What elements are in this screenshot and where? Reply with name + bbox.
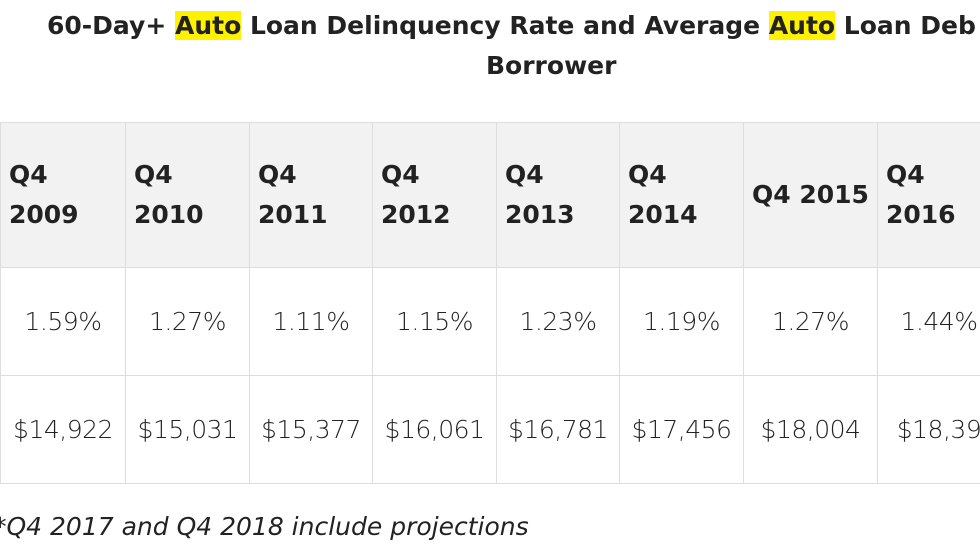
- table-cell: 1.59%: [0, 267, 126, 376]
- header-cell: Q4 2013: [496, 122, 620, 268]
- table-cell: 1.23%: [496, 267, 620, 376]
- table-row: $14,922 $15,031 $15,377 $16,061 $16,781 $17,4…: [0, 375, 980, 484]
- title-text: 60-Day+: [47, 11, 175, 40]
- table-cell: $15,377: [249, 375, 373, 484]
- table-cell: 1.11%: [249, 267, 373, 376]
- title-text: Loan Delinquency Rate and Average: [241, 11, 769, 40]
- table-cell: $15,031: [125, 375, 250, 484]
- footnote: *Q4 2017 and Q4 2018 include projections: [0, 512, 529, 541]
- title-line: Borrower: [486, 51, 617, 80]
- header-cell: Q4 2009: [0, 122, 126, 268]
- table-cell: 1.15%: [372, 267, 497, 376]
- table-cell: 1.27%: [743, 267, 878, 376]
- title-text: Loan Deb: [835, 11, 976, 40]
- header-cell: Q4 2014: [619, 122, 744, 268]
- table-row: 1.59% 1.27% 1.11% 1.15% 1.23% 1.19% 1.27% 1.44%: [0, 267, 980, 376]
- title-line: 60-Day+ Auto Loan Delinquency Rate and A…: [47, 6, 976, 46]
- header-cell: Q4 2011: [249, 122, 373, 268]
- table-cell: 1.19%: [619, 267, 744, 376]
- header-cell: Q4 2016: [877, 122, 980, 268]
- table-cell: $16,781: [496, 375, 620, 484]
- table-cell: $14,922: [0, 375, 126, 484]
- highlight: Auto: [768, 11, 836, 40]
- table-cell: $18,004: [743, 375, 878, 484]
- table-cell: $18,39: [877, 375, 980, 484]
- data-table: Q4 2009 Q4 2010 Q4 2011 Q4 2012 Q4 2013 Q4 20…: [0, 122, 980, 484]
- highlight: Auto: [174, 11, 242, 40]
- header-cell: Q4 2010: [125, 122, 250, 268]
- table-cell: 1.44%: [877, 267, 980, 376]
- table-cell: 1.27%: [125, 267, 250, 376]
- table-cell: $17,456: [619, 375, 744, 484]
- header-row: Q4 2009 Q4 2010 Q4 2011 Q4 2012 Q4 2013 Q4 20…: [0, 122, 980, 268]
- header-cell: Q4 2012: [372, 122, 497, 268]
- table-cell: $16,061: [372, 375, 497, 484]
- header-cell: Q4 2015: [743, 122, 878, 268]
